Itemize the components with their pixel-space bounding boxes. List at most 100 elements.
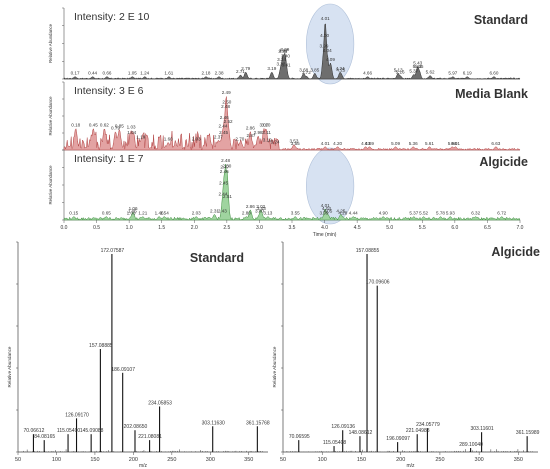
chromatogram-peak-label: 2.80	[242, 211, 251, 216]
chromatogram-y-label: Relative Abundance	[48, 165, 53, 205]
chromatogram-peak-label: 0.44	[88, 71, 97, 76]
chromatogram-peak-label: 1.04	[127, 130, 136, 135]
chromatogram-x-tick-label: 5.0	[386, 225, 393, 231]
chromatogram-peak-label: 2.44	[218, 192, 227, 197]
chromatogram-peak-label: 2.79	[241, 66, 250, 71]
spectrum-peak-label: 303.11601	[470, 426, 493, 432]
spectrum-x-tick-label: 100	[52, 457, 61, 463]
spectrum-peak-label: 196.09097	[386, 436, 410, 442]
chromatogram-x-tick-label: 3.5	[289, 225, 296, 231]
chromatogram-peak-label: 2.47	[220, 165, 229, 170]
spectrum-x-tick-label: 200	[396, 457, 405, 463]
spectrum-peak-label: 170.09606	[366, 280, 390, 286]
spectrum-peak-label: 289.10040	[459, 442, 483, 448]
chromatogram-peak-label: 3.13	[263, 211, 272, 216]
chromatogram-peak-label: 2.52	[224, 119, 233, 124]
chromatogram-x-tick-label: 7.0	[517, 225, 524, 231]
spectrum-peak-label: 70.06595	[289, 434, 310, 440]
chromatogram-peak-label: 3.19	[267, 66, 276, 71]
chromatogram-peak-label: 5.52	[419, 211, 428, 216]
chromatogram-peak-label: 3.34	[277, 57, 286, 62]
spectrum-peak-label: 157.08855	[356, 248, 380, 254]
spectrum-peak-label: 126.09136	[331, 424, 355, 430]
chromatogram-peak-label: 1.46	[155, 211, 164, 216]
chromatogram-peak-label: 4.25	[336, 208, 345, 213]
chromatogram-peak-label: 2.51	[223, 194, 232, 199]
chromatogram-trace	[63, 23, 521, 80]
chromatogram-peak-label: 3.00	[255, 208, 264, 213]
spectrum-x-tick-label: 300	[206, 457, 215, 463]
spectrum-peak-label: 303.11630	[202, 420, 225, 426]
chromatogram-peak-label: 4.24	[336, 66, 345, 71]
spectrum-peak-label: 148.08612	[349, 430, 373, 436]
highlight-region-algicide	[306, 147, 355, 225]
chromatogram-peak-label: 3.37	[279, 48, 288, 53]
chromatogram-peak-label: 5.09	[391, 141, 400, 146]
spectrum-peak-label: 361.15768	[246, 420, 270, 426]
chromatogram-peak-label: 4.20	[333, 141, 342, 146]
chromatogram-peak-label: 1.06	[129, 206, 138, 211]
spectrum-peak-label: 361.15989	[516, 430, 540, 436]
chromatogram-peak-label: 5.36	[409, 141, 418, 146]
chromatogram-peak-label: 2.87	[246, 133, 255, 138]
chromatogram-x-tick-label: 4.5	[354, 225, 361, 231]
chromatogram-x-tick-label: 6.0	[451, 225, 458, 231]
chromatogram-peak-label: 2.18	[202, 71, 211, 76]
spectrum-x-tick-label: 250	[167, 457, 176, 463]
chromatogram-peak-label: 3.03	[257, 206, 266, 211]
chromatogram-title: Media Blank	[455, 87, 528, 101]
spectrum-x-tick-label: 50	[280, 457, 286, 463]
spectrum-peak-label: 84.08165	[34, 434, 55, 440]
spectrum-peak-label: 221.08081	[138, 434, 162, 440]
spectrum-title: Algicide	[491, 245, 540, 259]
spectrum-title: Standard	[190, 251, 244, 265]
chromatogram-title: Standard	[474, 13, 528, 27]
chromatogram-peak-label: 3.39	[280, 47, 289, 52]
chromatogram-peak-label: 6.32	[471, 211, 480, 216]
chromatogram-peak-label: 2.31	[210, 208, 219, 213]
chromatogram-x-tick-label: 1.0	[126, 225, 133, 231]
spectrum-peak-label: 186.09107	[111, 367, 135, 373]
chromatogram-peak-label: 3.12	[263, 138, 272, 143]
chromatogram-peak-label: 4.01	[321, 141, 330, 146]
chromatogram-peak-label: 2.44	[218, 123, 227, 128]
chromatogram-peak-label: 2.43	[218, 208, 227, 213]
spectrum-x-label: m/z	[139, 463, 148, 469]
chromatogram-x-tick-label: 0.5	[93, 225, 100, 231]
chromatogram-peak-label: 2.45	[219, 130, 228, 135]
chromatogram-peak-label: 3.55	[291, 141, 300, 146]
chromatogram-peak-label: 0.85	[115, 123, 124, 128]
chromatogram-peak-label: 2.38	[215, 71, 224, 76]
chromatogram-peak-label: 0.66	[103, 71, 112, 76]
chromatogram-peak-label: 2.71	[236, 69, 245, 74]
spectrum-x-tick-label: 150	[357, 457, 366, 463]
chromatogram-peak-label: 2.03	[192, 211, 201, 216]
chromatogram-peak-label: 3.07	[260, 122, 269, 127]
chromatogram-x-tick-label: 1.5	[158, 225, 165, 231]
chromatogram-peak-label: 2.46	[220, 169, 229, 174]
chromatogram-peak-label: 3.41	[282, 63, 291, 68]
chromatogram-peak-label: 5.16	[396, 70, 405, 75]
chromatogram-peak-label: 4.04	[323, 48, 332, 53]
chromatogram-peak-label: 3.24	[271, 140, 280, 145]
chromatogram-peak-label: 1.60	[164, 136, 173, 141]
chromatogram-x-tick-label: 4.0	[321, 225, 328, 231]
chromatogram-peak-label: 0.65	[102, 211, 111, 216]
chromatogram-peak-label: 1.21	[138, 211, 147, 216]
spectrum-y-label: Relative Abundance	[7, 346, 12, 387]
chromatogram-title: Algicide	[479, 155, 528, 169]
spectrum-x-tick-label: 250	[435, 457, 444, 463]
chromatogram-peak-label: 0.18	[71, 122, 80, 127]
spectrum-x-tick-label: 300	[475, 457, 484, 463]
chromatogram-x-tick-label: 2.0	[191, 225, 198, 231]
chromatogram-peak-label: 0.15	[69, 211, 78, 216]
chromatogram-peak-label: 4.01	[321, 203, 330, 208]
chromatogram-peak-label: 3.99	[319, 211, 328, 216]
chromatogram-peak-label: 0.45	[89, 122, 98, 127]
chromatogram-peak-label: 6.01	[451, 141, 460, 146]
chromatogram-peak-label: 3.36	[278, 49, 287, 54]
chromatogram-peak-label: 2.70	[235, 136, 244, 141]
chromatogram-peak-label: 5.96	[448, 141, 457, 146]
chromatogram-peak-label: 2.48	[221, 158, 230, 163]
